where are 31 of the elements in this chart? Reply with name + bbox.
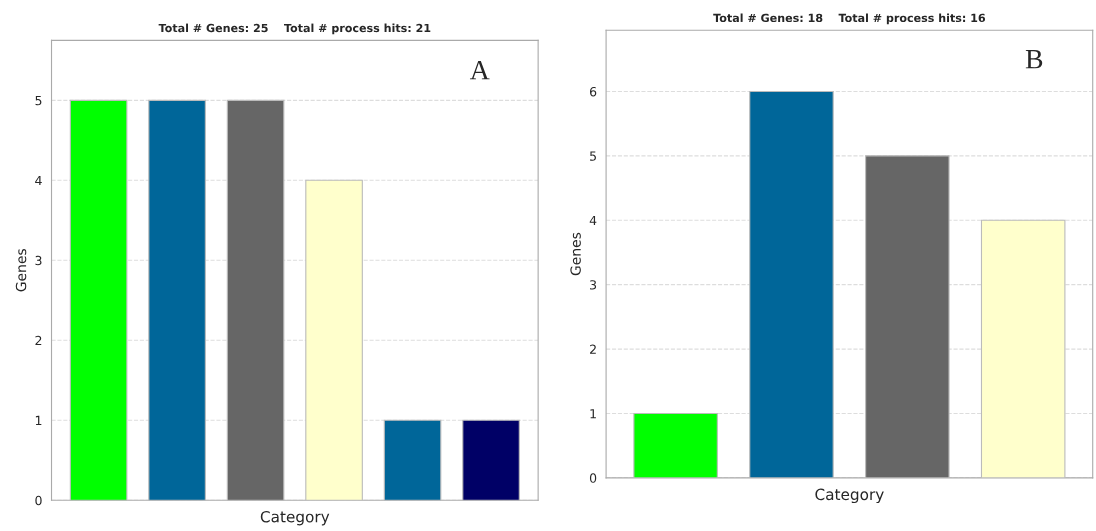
bar xyxy=(148,99,206,501)
y-tick-label: 0 xyxy=(35,495,42,506)
bar xyxy=(980,219,1066,478)
y-axis-title: Genes xyxy=(15,249,27,292)
bar xyxy=(69,99,128,501)
bar xyxy=(865,155,950,478)
y-tick-label: 3 xyxy=(35,255,42,266)
y-tick-label: 5 xyxy=(35,95,42,106)
y-tick-label: 3 xyxy=(590,280,597,290)
annotation: A xyxy=(469,60,490,80)
y-tick-label: 2 xyxy=(590,344,596,354)
y-tick-label: 4 xyxy=(35,175,42,186)
chart-title: Total # Genes: 25 Total # process hits: 21 xyxy=(158,23,431,35)
y-tick-label: 6 xyxy=(589,86,597,97)
bar xyxy=(462,419,520,501)
y-tick-label: 0 xyxy=(589,473,597,483)
chart-title: Total # Genes: 18 Total # process hits: 16 xyxy=(713,13,986,25)
y-tick-label: 1 xyxy=(35,415,42,425)
annotation: B xyxy=(1025,50,1043,69)
bar xyxy=(383,419,442,501)
x-axis-title: Category xyxy=(815,488,884,504)
y-tick-label: 4 xyxy=(589,215,597,226)
y-tick-label: 2 xyxy=(35,335,42,345)
bar xyxy=(226,99,285,501)
bar xyxy=(305,179,363,501)
y-axis-title: Genes xyxy=(570,232,581,276)
y-tick-label: 1 xyxy=(590,409,596,419)
x-axis-title: Category xyxy=(260,510,330,526)
y-tick-label: 5 xyxy=(590,151,596,161)
bar xyxy=(749,90,834,478)
bar xyxy=(633,412,718,478)
